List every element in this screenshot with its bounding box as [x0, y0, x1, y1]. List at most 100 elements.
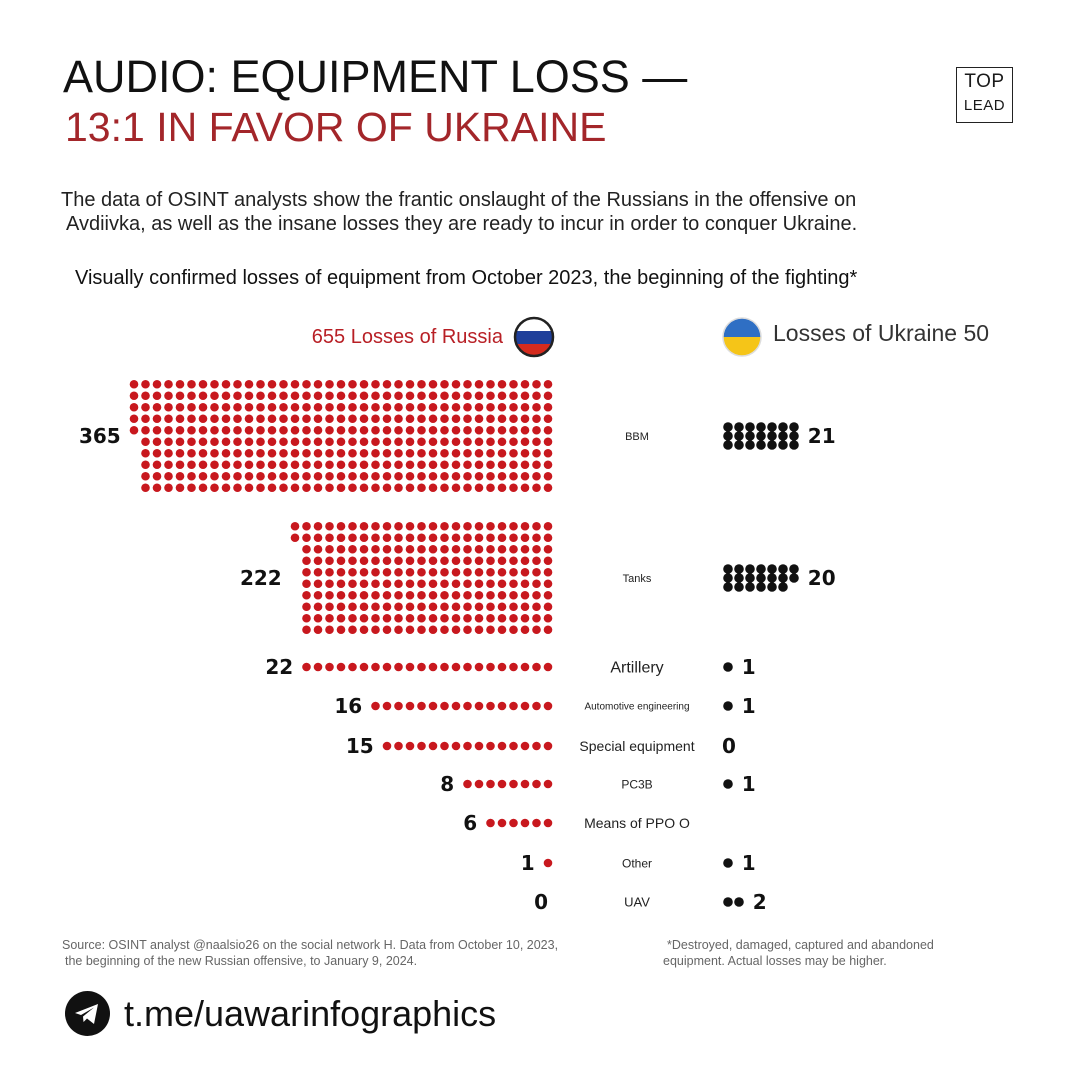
russia-dot [210, 402, 219, 412]
russia-dot [405, 602, 415, 612]
russia-dot [336, 437, 346, 447]
russia-dot [520, 437, 530, 447]
russia-dot [440, 391, 449, 401]
russia-dot [256, 460, 265, 470]
russia-dot [279, 437, 288, 447]
telegram-icon [65, 991, 110, 1036]
russia-dot [290, 471, 300, 481]
ukraine-value-label: 21 [808, 424, 836, 448]
russia-dot [474, 425, 484, 435]
russia-dot [382, 391, 392, 401]
russia-dot [394, 521, 403, 531]
russia-dot [486, 437, 495, 447]
category-label: BBM [625, 431, 649, 443]
russia-dot [175, 425, 185, 435]
russia-dot [428, 544, 438, 554]
russia-dot [417, 448, 426, 458]
russia-dot [348, 521, 357, 531]
russia-dot [463, 414, 472, 424]
russia-dot [417, 662, 426, 672]
ukraine-dot [723, 858, 733, 868]
russia-dot [428, 483, 438, 493]
ukraine-dot [745, 431, 755, 441]
russia-dot [440, 662, 449, 672]
category-label: Automotive engineering [584, 702, 689, 713]
russia-dot [244, 437, 254, 447]
russia-dot [336, 544, 346, 554]
russia-dot [440, 483, 449, 493]
russia-dot [440, 544, 449, 554]
ukraine-dot [756, 573, 766, 583]
russia-dot [428, 662, 438, 672]
russia-dot [486, 590, 495, 600]
russia-dot [233, 402, 242, 412]
telegram-link[interactable]: t.me/uawarinfographics [124, 993, 497, 1034]
russia-dot [359, 556, 369, 566]
russia-dot [348, 556, 357, 566]
russia-dot [290, 379, 300, 389]
russia-dot [348, 437, 357, 447]
russia-dot [290, 414, 300, 424]
russia-dot [394, 533, 403, 543]
russia-dot [359, 625, 369, 635]
russia-dot [405, 567, 415, 577]
russia-dot [417, 590, 426, 600]
russia-dot [532, 741, 541, 751]
russia-dot [348, 590, 357, 600]
russia-dot [371, 701, 380, 711]
ukraine-dot [745, 582, 755, 592]
ukraine-dot [767, 564, 777, 574]
russia-dot [474, 437, 484, 447]
russia-dot [417, 437, 426, 447]
russia-dot [152, 414, 162, 424]
russia-dot [359, 391, 369, 401]
russia-dot [543, 818, 553, 828]
russia-dot [509, 662, 518, 672]
russia-dot [382, 460, 392, 470]
russia-dot [382, 483, 392, 493]
russia-dot [141, 425, 150, 435]
russia-dot [451, 402, 461, 412]
russia-dot [417, 521, 426, 531]
russia-dot [233, 425, 242, 435]
russia-dot [474, 567, 484, 577]
russia-dot [520, 556, 530, 566]
russia-dot [256, 425, 265, 435]
russia-dot [348, 567, 357, 577]
russia-dot [451, 448, 461, 458]
russia-dot [428, 625, 438, 635]
russia-dot [428, 613, 438, 623]
russia-dot [382, 448, 392, 458]
russia-dot [371, 533, 380, 543]
russia-dot [486, 460, 495, 470]
russia-dot [302, 590, 311, 600]
russia-dot [336, 425, 346, 435]
russia-dot [405, 483, 415, 493]
russia-dot [348, 414, 357, 424]
russia-dot [451, 567, 461, 577]
russia-dot [325, 448, 334, 458]
russia-dot [359, 602, 369, 612]
russia-dot [267, 414, 277, 424]
russia-dot [210, 448, 219, 458]
russia-dot [302, 460, 311, 470]
ukraine-value-label: 1 [742, 851, 756, 875]
russia-dot [175, 471, 185, 481]
russia-dot [520, 425, 530, 435]
russia-dot [348, 662, 357, 672]
russia-dot [543, 544, 553, 554]
russia-dot [382, 533, 392, 543]
russia-dot [520, 379, 530, 389]
russia-dot [394, 662, 403, 672]
russia-dot [405, 521, 415, 531]
russia-dot [371, 414, 380, 424]
russia-dot [394, 567, 403, 577]
russia-dot [451, 460, 461, 470]
ukraine-dot [767, 431, 777, 441]
russia-dot [371, 471, 380, 481]
russia-dot [532, 533, 541, 543]
russia-value-label: 1 [521, 851, 535, 875]
russia-dot [256, 448, 265, 458]
russia-dot [187, 391, 196, 401]
